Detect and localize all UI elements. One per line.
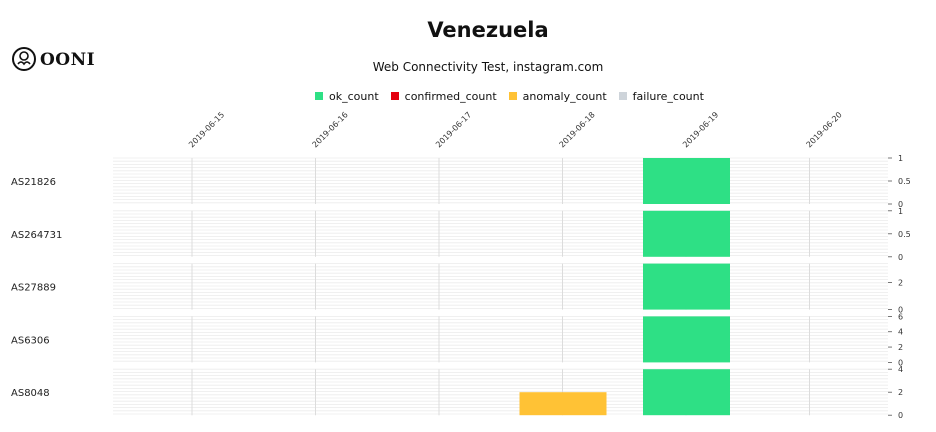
bar-ok_count <box>643 210 730 257</box>
x-tick-label: 2019-06-17 <box>434 110 473 149</box>
bar-anomaly_count <box>519 392 607 416</box>
x-tick-label: 2019-06-15 <box>187 110 226 149</box>
bar-ok_count <box>643 369 730 416</box>
y-tick-label: 2 <box>898 343 903 352</box>
row-label: AS8048 <box>11 388 50 399</box>
y-tick-label: 1 <box>898 207 903 216</box>
legend-label: anomaly_count <box>522 89 607 103</box>
legend-swatch-anomaly <box>508 92 517 100</box>
y-tick-label: 4 <box>898 365 903 374</box>
y-tick-label: 0 <box>898 306 903 315</box>
y-tick-label: 2 <box>898 279 903 288</box>
legend-label: ok_count <box>329 89 379 103</box>
x-tick-label: 2019-06-16 <box>311 110 350 149</box>
legend-swatch-ok <box>315 92 323 100</box>
legend-label: confirmed_count <box>404 89 497 103</box>
x-tick-label: 2019-06-20 <box>805 110 844 149</box>
y-tick-label: 0 <box>898 200 903 209</box>
row-label: AS6306 <box>11 335 50 346</box>
row-label: AS21826 <box>11 177 56 188</box>
y-tick-label: 0.5 <box>898 177 911 186</box>
bar-ok_count <box>643 316 730 363</box>
legend-item: anomaly_count <box>508 89 607 103</box>
legend-item: ok_count <box>315 90 379 103</box>
legend: ok_count confirmed_count anomaly_count f… <box>315 88 716 104</box>
chart-title: Venezuela <box>427 18 549 42</box>
legend-swatch-confirmed <box>390 92 399 100</box>
y-tick-label: 4 <box>898 328 903 337</box>
bar-ok_count <box>643 158 730 204</box>
y-tick-label: 0 <box>898 411 903 420</box>
y-tick-label: 0 <box>898 253 903 262</box>
ooni-logo-icon <box>12 47 36 71</box>
legend-item: confirmed_count <box>390 89 497 103</box>
y-tick-label: 0 <box>898 358 903 367</box>
x-tick-label: 2019-06-18 <box>558 110 597 149</box>
logo-text: OONI <box>40 50 96 70</box>
y-tick-label: 1 <box>898 154 903 163</box>
bar-ok_count <box>643 263 730 310</box>
legend-item: failure_count <box>618 89 704 103</box>
chart-subtitle: Web Connectivity Test, instagram.com <box>372 60 604 74</box>
row-label: AS27889 <box>11 283 56 294</box>
y-tick-label: 6 <box>898 312 903 321</box>
y-tick-label: 2 <box>898 388 903 397</box>
y-tick-label: 0.5 <box>898 230 911 239</box>
row-label: AS264731 <box>11 230 62 241</box>
legend-swatch-failure <box>618 92 627 100</box>
x-tick-label: 2019-06-19 <box>681 110 720 149</box>
legend-label: failure_count <box>632 89 704 103</box>
